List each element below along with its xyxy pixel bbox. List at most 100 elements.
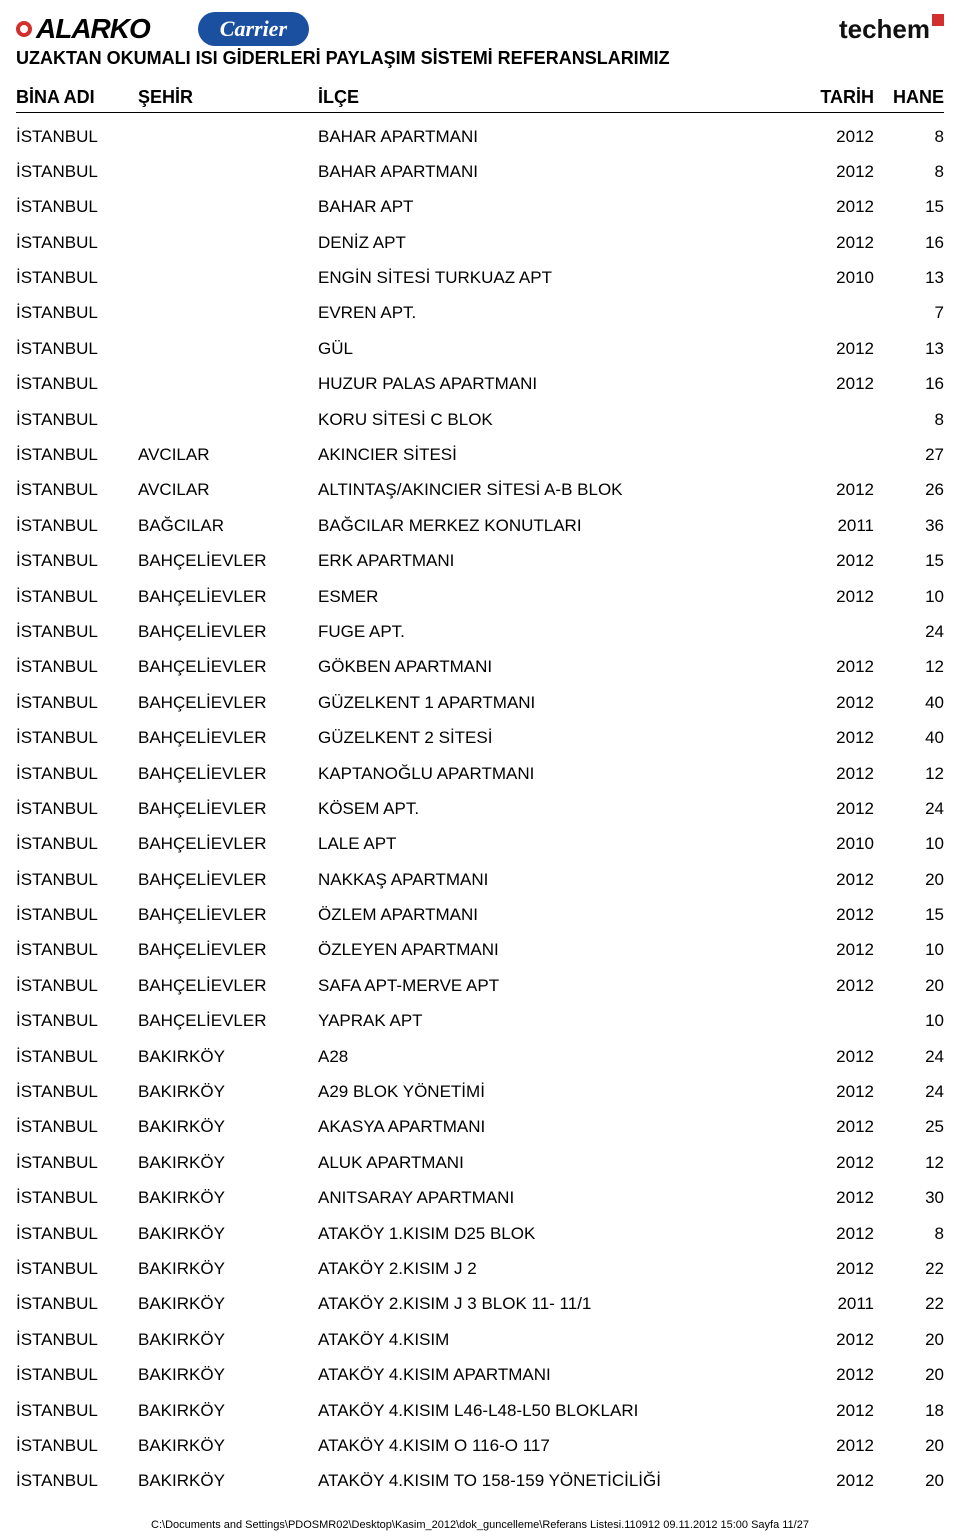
table-row: İSTANBULBAHÇELİEVLERGÜZELKENT 2 SİTESİ20… [16, 721, 944, 756]
cell-tarih: 2012 [802, 1117, 874, 1137]
cell-hane: 20 [874, 1436, 944, 1456]
cell-ilce: ALTINTAŞ/AKINCIER SİTESİ A-B BLOK [318, 480, 802, 500]
cell-bina: İSTANBUL [16, 445, 138, 465]
cell-sehir: BAKIRKÖY [138, 1224, 318, 1244]
cell-bina: İSTANBUL [16, 940, 138, 960]
cell-hane: 22 [874, 1294, 944, 1314]
table-row: İSTANBULAVCILARALTINTAŞ/AKINCIER SİTESİ … [16, 473, 944, 508]
cell-hane: 16 [874, 233, 944, 253]
cell-bina: İSTANBUL [16, 1259, 138, 1279]
table-row: İSTANBULBAKIRKÖYALUK APARTMANI201212 [16, 1145, 944, 1180]
cell-hane: 24 [874, 1047, 944, 1067]
document-title: UZAKTAN OKUMALI ISI GİDERLERİ PAYLAŞIM S… [16, 48, 944, 69]
cell-hane: 18 [874, 1401, 944, 1421]
cell-sehir: BAKIRKÖY [138, 1436, 318, 1456]
cell-hane: 7 [874, 303, 944, 323]
cell-hane: 40 [874, 728, 944, 748]
table-row: İSTANBULBAKIRKÖYATAKÖY 4.KISIM201220 [16, 1322, 944, 1357]
cell-tarih: 2012 [802, 1047, 874, 1067]
cell-sehir: BAHÇELİEVLER [138, 587, 318, 607]
logo-techem: techem [839, 14, 944, 45]
cell-tarih [802, 1011, 874, 1031]
cell-bina: İSTANBUL [16, 728, 138, 748]
cell-hane: 13 [874, 339, 944, 359]
cell-hane: 8 [874, 162, 944, 182]
cell-tarih: 2012 [802, 976, 874, 996]
cell-hane: 10 [874, 834, 944, 854]
cell-hane: 8 [874, 1224, 944, 1244]
cell-sehir: BAKIRKÖY [138, 1188, 318, 1208]
cell-ilce: DENİZ APT [318, 233, 802, 253]
cell-tarih: 2012 [802, 1224, 874, 1244]
table-row: İSTANBULBAHÇELİEVLERYAPRAK APT10 [16, 1004, 944, 1039]
document-page: ALARKO Carrier techem UZAKTAN OKUMALI IS… [0, 0, 960, 1539]
cell-sehir: BAKIRKÖY [138, 1153, 318, 1173]
table-row: İSTANBULBAHAR APT201215 [16, 190, 944, 225]
table-row: İSTANBULBAKIRKÖYATAKÖY 4.KISIM L46-L48-L… [16, 1393, 944, 1428]
cell-ilce: NAKKAŞ APARTMANI [318, 870, 802, 890]
cell-hane: 24 [874, 622, 944, 642]
header-logos: ALARKO Carrier techem [16, 12, 944, 46]
cell-bina: İSTANBUL [16, 480, 138, 500]
cell-bina: İSTANBUL [16, 1188, 138, 1208]
table-row: İSTANBULBAHÇELİEVLERESMER201210 [16, 579, 944, 614]
table-row: İSTANBULBAHÇELİEVLERNAKKAŞ APARTMANI2012… [16, 862, 944, 897]
cell-hane: 15 [874, 905, 944, 925]
cell-sehir [138, 268, 318, 288]
cell-tarih [802, 303, 874, 323]
cell-sehir: BAKIRKÖY [138, 1117, 318, 1137]
table-row: İSTANBULEVREN APT.7 [16, 296, 944, 331]
cell-sehir: BAHÇELİEVLER [138, 1011, 318, 1031]
cell-ilce: ALUK APARTMANI [318, 1153, 802, 1173]
cell-sehir: BAHÇELİEVLER [138, 551, 318, 571]
cell-hane: 8 [874, 127, 944, 147]
cell-sehir: BAHÇELİEVLER [138, 940, 318, 960]
cell-hane: 20 [874, 1471, 944, 1491]
cell-bina: İSTANBUL [16, 268, 138, 288]
cell-tarih: 2012 [802, 1365, 874, 1385]
cell-tarih: 2012 [802, 162, 874, 182]
cell-sehir [138, 339, 318, 359]
cell-tarih: 2012 [802, 1436, 874, 1456]
table-row: İSTANBULBAHÇELİEVLERLALE APT201010 [16, 827, 944, 862]
cell-sehir: BAKIRKÖY [138, 1082, 318, 1102]
cell-sehir [138, 303, 318, 323]
cell-hane: 10 [874, 940, 944, 960]
cell-ilce: GÜZELKENT 1 APARTMANI [318, 693, 802, 713]
techem-square-icon [932, 14, 944, 26]
cell-tarih: 2012 [802, 587, 874, 607]
table-row: İSTANBULBAHÇELİEVLERÖZLEYEN APARTMANI201… [16, 933, 944, 968]
cell-tarih: 2012 [802, 1153, 874, 1173]
cell-ilce: ENGİN SİTESİ TURKUAZ APT [318, 268, 802, 288]
alarko-ring-icon [16, 21, 32, 37]
table-row: İSTANBULGÜL201213 [16, 331, 944, 366]
cell-bina: İSTANBUL [16, 339, 138, 359]
cell-tarih: 2012 [802, 551, 874, 571]
cell-tarih: 2011 [802, 516, 874, 536]
table-row: İSTANBULDENİZ APT201216 [16, 225, 944, 260]
cell-ilce: BAHAR APARTMANI [318, 127, 802, 147]
cell-tarih: 2012 [802, 693, 874, 713]
table-row: İSTANBULBAHÇELİEVLERGÖKBEN APARTMANI2012… [16, 650, 944, 685]
cell-tarih [802, 410, 874, 430]
cell-ilce: ATAKÖY 1.KISIM D25 BLOK [318, 1224, 802, 1244]
column-header-bina: BİNA ADI [16, 87, 138, 108]
cell-tarih: 2012 [802, 339, 874, 359]
cell-bina: İSTANBUL [16, 162, 138, 182]
cell-sehir: AVCILAR [138, 480, 318, 500]
cell-ilce: ATAKÖY 2.KISIM J 2 [318, 1259, 802, 1279]
cell-ilce: ATAKÖY 4.KISIM TO 158-159 YÖNETİCİLİĞİ [318, 1471, 802, 1491]
cell-sehir: BAKIRKÖY [138, 1365, 318, 1385]
cell-hane: 10 [874, 587, 944, 607]
table-body: İSTANBULBAHAR APARTMANI20128İSTANBULBAHA… [16, 119, 944, 1499]
table-row: İSTANBULBAHÇELİEVLERERK APARTMANI201215 [16, 544, 944, 579]
cell-ilce: YAPRAK APT [318, 1011, 802, 1031]
cell-ilce: FUGE APT. [318, 622, 802, 642]
cell-ilce: A28 [318, 1047, 802, 1067]
cell-hane: 20 [874, 976, 944, 996]
cell-hane: 15 [874, 551, 944, 571]
cell-tarih: 2012 [802, 374, 874, 394]
table-row: İSTANBULKORU SİTESİ C BLOK8 [16, 402, 944, 437]
cell-ilce: ATAKÖY 4.KISIM [318, 1330, 802, 1350]
cell-ilce: BAHAR APARTMANI [318, 162, 802, 182]
